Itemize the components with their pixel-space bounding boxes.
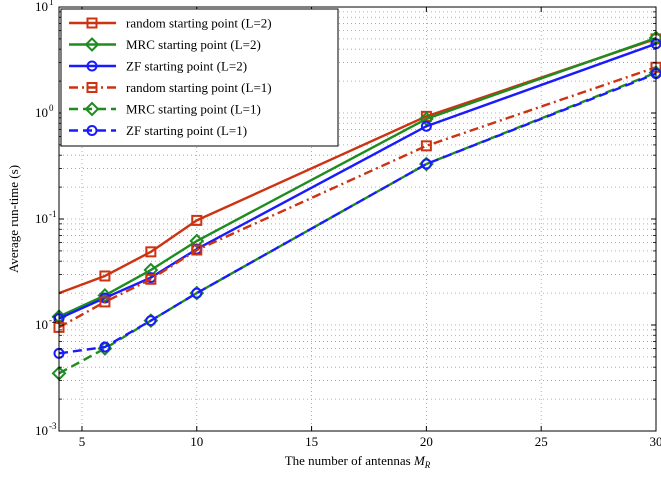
- legend-entry: ZF starting point (L=2): [69, 59, 247, 74]
- y-tick-label-exponent: -2: [49, 315, 57, 325]
- legend-entry: ZF starting point (L=1): [69, 123, 247, 138]
- data-point: [99, 270, 111, 282]
- y-tick-label-exponent: -3: [49, 421, 57, 431]
- data-point: [99, 341, 111, 353]
- data-point: [143, 262, 159, 278]
- legend-box: [60, 8, 339, 147]
- data-point: [145, 273, 157, 285]
- data-point: [191, 214, 203, 226]
- data-point: [145, 315, 157, 327]
- grid: [59, 7, 656, 431]
- legend-label: random starting point (L=1): [126, 80, 272, 95]
- y-tick-label-exponent: 0: [49, 103, 54, 113]
- legend-label: MRC starting point (L=1): [126, 102, 261, 117]
- series-line: [58, 42, 657, 320]
- legend-label: ZF starting point (L=1): [126, 123, 247, 138]
- y-tick-label: 10: [35, 105, 48, 120]
- y-axis-title: Average run-time (s): [6, 165, 21, 273]
- y-tick-label-exponent: -1: [49, 209, 57, 219]
- x-tick-label: 30: [650, 434, 661, 449]
- data-point: [420, 158, 432, 170]
- data-point: [189, 233, 205, 249]
- legend-marker: [86, 60, 98, 72]
- legend-marker: [86, 125, 98, 136]
- x-axis-title: The number of antennas MR: [285, 453, 431, 470]
- x-axis-title-subscript: R: [424, 460, 431, 470]
- y-tick-label: 10: [35, 423, 48, 438]
- series-layer: [51, 30, 661, 381]
- x-tick-label: 5: [79, 434, 86, 449]
- legend-entry: random starting point (L=1): [69, 80, 272, 95]
- data-point: [420, 120, 432, 132]
- series-6: [53, 68, 661, 359]
- x-tick-label: 15: [305, 434, 318, 449]
- y-tick-label: 10: [35, 211, 48, 226]
- legend-marker: [84, 37, 100, 52]
- legend-label: random starting point (L=2): [126, 16, 272, 31]
- x-axis-title-text: The number of antennas: [285, 453, 411, 468]
- series-2: [51, 30, 661, 325]
- legend-entry: MRC starting point (L=1): [69, 102, 261, 117]
- legend-label: MRC starting point (L=2): [126, 37, 261, 52]
- data-point: [191, 287, 203, 299]
- data-point: [191, 244, 203, 256]
- series-line: [58, 36, 657, 318]
- legend-entry: MRC starting point (L=2): [69, 37, 261, 52]
- legend-label: ZF starting point (L=2): [126, 59, 247, 74]
- x-tick-label: 20: [420, 434, 433, 449]
- y-tick-label: 10: [35, 317, 48, 332]
- y-tick-label: 10: [35, 0, 48, 14]
- series-line: [58, 66, 657, 329]
- x-axis-title-symbol: M: [413, 453, 426, 468]
- data-point: [418, 111, 434, 127]
- series-line: [58, 72, 657, 355]
- legend: random starting point (L=2) MRC starting …: [60, 8, 339, 147]
- data-point: [99, 296, 111, 308]
- legend-entry: random starting point (L=2): [69, 16, 272, 31]
- data-point: [420, 140, 432, 152]
- legend-marker: [86, 17, 98, 29]
- x-tick-label: 10: [190, 434, 203, 449]
- series-line: [58, 37, 657, 295]
- legend-marker: [86, 82, 98, 93]
- data-point: [145, 246, 157, 258]
- y-tick-label-exponent: 1: [49, 0, 54, 7]
- x-tick-label: 25: [535, 434, 548, 449]
- legend-marker: [84, 101, 100, 117]
